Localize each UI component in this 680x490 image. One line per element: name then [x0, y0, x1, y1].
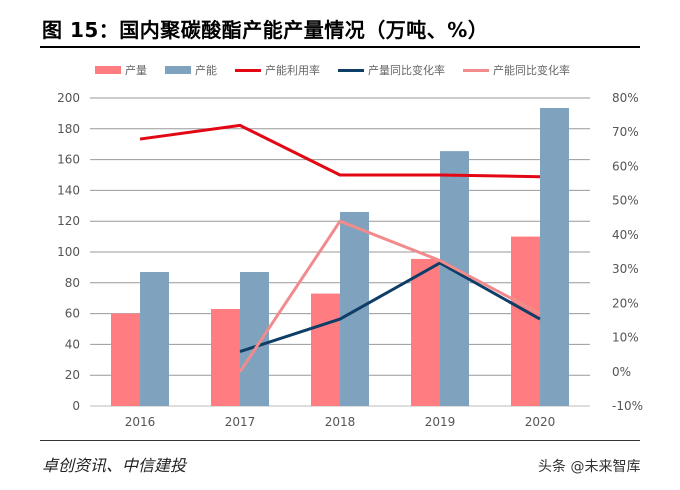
right-tick-label: 60%	[612, 159, 639, 173]
legend-swatch	[338, 68, 364, 72]
left-tick-label: 0	[72, 399, 80, 413]
watermark: 头条 @未来智库	[538, 459, 641, 475]
legend-swatch	[165, 66, 191, 74]
x-tick-label: 2020	[525, 415, 556, 429]
chart-area: 0 20 40 60 80 100 120 140 160 180 200 -10% 0% 10% 20% 3…	[57, 91, 643, 429]
right-tick-label: 0%	[612, 365, 631, 379]
right-tick-label: 30%	[612, 262, 639, 276]
x-tick-label: 2018	[325, 415, 356, 429]
legend-swatch	[95, 66, 121, 74]
left-tick-label: 60	[65, 307, 80, 321]
right-tick-label: -10%	[612, 399, 643, 413]
right-tick-label: 10%	[612, 331, 639, 345]
right-tick-label: 20%	[612, 296, 639, 310]
legend-swatch	[463, 68, 489, 72]
bar-产量	[411, 258, 440, 406]
left-tick-label: 200	[57, 91, 80, 105]
footer-divider	[40, 440, 640, 441]
legend-label: 产量	[125, 64, 147, 77]
legend-item: 产量同比变化率	[338, 62, 445, 78]
left-tick-label: 80	[65, 276, 80, 290]
bar-产量	[111, 313, 140, 406]
bar-产量	[511, 236, 540, 406]
bar-产量	[211, 308, 240, 406]
bar-产能	[140, 272, 169, 406]
left-tick-label: 20	[65, 368, 80, 382]
legend-item: 产能	[165, 62, 217, 78]
left-tick-label: 120	[57, 214, 80, 228]
x-tick-label: 2017	[225, 415, 256, 429]
chart-title: 图 15：国内聚碳酸酯产能产量情况（万吨、%）	[42, 18, 489, 42]
title-divider	[40, 46, 640, 48]
bar-产能	[340, 211, 369, 406]
left-tick-label: 180	[57, 122, 80, 136]
bar-产能	[440, 151, 469, 406]
legend-swatch	[235, 68, 261, 72]
legend-item: 产能同比变化率	[463, 62, 570, 78]
x-tick-label: 2016	[125, 415, 156, 429]
legend-label: 产量同比变化率	[368, 64, 445, 77]
left-tick-label: 100	[57, 245, 80, 259]
right-tick-label: 50%	[612, 194, 639, 208]
line-产能利用率	[139, 123, 541, 179]
right-tick-label: 80%	[612, 91, 639, 105]
legend-label: 产能利用率	[265, 64, 320, 77]
x-tick-label: 2019	[425, 415, 456, 429]
legend-item: 产量	[95, 62, 147, 78]
left-tick-label: 140	[57, 183, 80, 197]
legend-item: 产能利用率	[235, 62, 320, 78]
bar-产量	[311, 293, 340, 406]
bar-产能	[540, 108, 569, 406]
legend-label: 产能同比变化率	[493, 64, 570, 77]
right-tick-label: 40%	[612, 228, 639, 242]
left-tick-label: 160	[57, 153, 80, 167]
line-产能同比变化率	[238, 219, 541, 373]
legend-label: 产能	[195, 64, 217, 77]
left-tick-label: 40	[65, 337, 80, 351]
legend: 产量 产能 产能利用率 产量同比变化率 产能同比变化率	[95, 62, 570, 78]
right-tick-label: 70%	[612, 125, 639, 139]
source-note: 卓创资讯、中信建投	[42, 456, 187, 475]
line-产量同比变化率	[239, 261, 541, 354]
bar-产能	[240, 272, 269, 406]
